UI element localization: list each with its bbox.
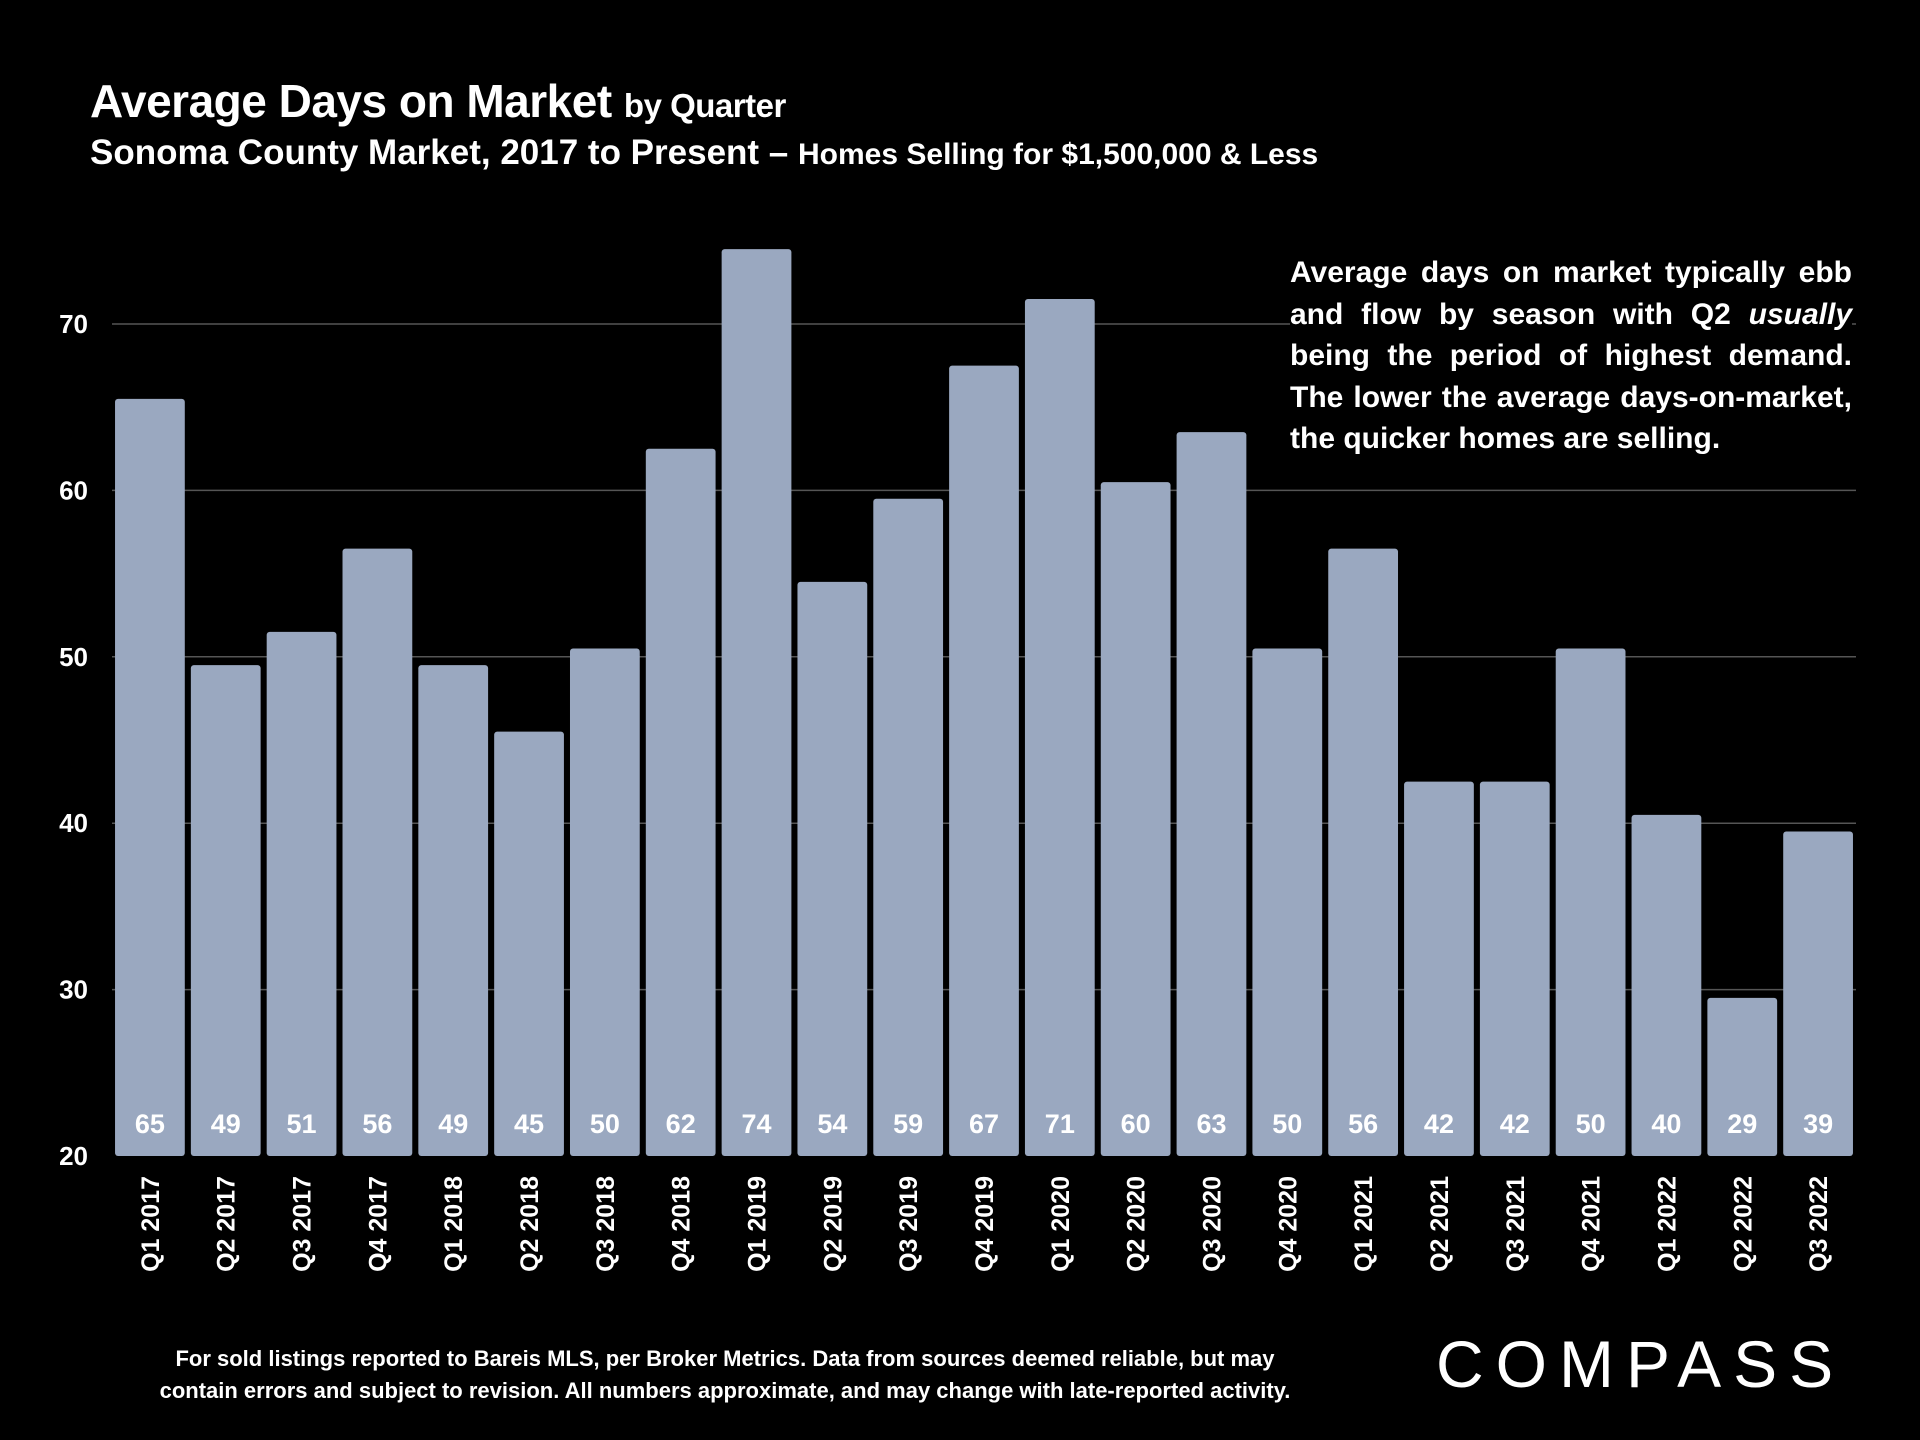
bar-q3-2017 [266,631,337,1156]
y-tick-label-70: 70 [59,309,88,339]
x-tick-label: Q4 2020 [1274,1176,1302,1272]
x-tick-label: Q2 2019 [819,1176,847,1272]
data-label: 45 [514,1109,544,1139]
x-tick-label: Q3 2017 [289,1176,317,1272]
bar-q4-2021 [1555,648,1626,1156]
x-tick-label: Q1 2020 [1047,1176,1075,1272]
chart-subtitle: Sonoma County Market, 2017 to Present – … [90,133,1318,173]
footnote-line-2: contain errors and subject to revision. … [159,1378,1291,1403]
bar-q3-2018 [569,648,640,1156]
x-tick-label: Q4 2017 [364,1176,392,1272]
annotation-text-after: being the period of highest demand. The … [1290,339,1852,455]
x-tick-label: Q2 2018 [516,1176,544,1272]
data-label: 65 [135,1109,165,1139]
data-label: 29 [1727,1109,1757,1139]
data-label: 50 [590,1109,620,1139]
bar-q3-2021 [1479,781,1550,1156]
y-tick-label-40: 40 [59,808,88,838]
footnote-line-1: For sold listings reported to Bareis MLS… [175,1346,1275,1371]
bar-q2-2018 [494,731,564,1156]
bar-q4-2017 [342,548,413,1156]
chart-subtitle-suffix: Homes Selling for $1,500,000 & Less [798,138,1319,171]
data-label: 74 [741,1109,771,1139]
annotation-text-italic: usually [1748,297,1852,331]
bar-q1-2017 [115,398,185,1156]
data-label: 54 [817,1109,847,1139]
data-label: 62 [666,1109,696,1139]
data-label: 56 [362,1109,392,1139]
chart-subtitle-dash: – [759,133,798,172]
bar-q4-2020 [1252,648,1323,1156]
x-tick-label: Q3 2020 [1198,1176,1226,1272]
chart-title-main: Average Days on Market [90,75,612,127]
chart-annotation: Average days on market typically ebb and… [1290,252,1852,464]
data-label: 59 [893,1109,923,1139]
data-label: 60 [1121,1109,1151,1139]
data-label: 40 [1651,1109,1681,1139]
bar-q4-2019 [949,365,1019,1157]
annotation-text-before: Average days on market typically ebb and… [1290,256,1852,331]
y-tick-label-20: 20 [59,1141,88,1171]
bar-q2-2019 [797,581,868,1156]
bar-q1-2021 [1328,548,1399,1156]
x-tick-label: Q3 2021 [1502,1176,1530,1272]
bar-q2-2020 [1100,482,1171,1157]
data-label: 50 [1576,1109,1606,1139]
x-tick-label: Q2 2021 [1426,1176,1454,1272]
bar-q4-2018 [645,448,716,1156]
bar-q2-2022 [1707,997,1778,1156]
chart-title-suffix: by Quarter [623,87,786,124]
x-tick-label: Q1 2022 [1653,1176,1681,1272]
x-tick-label: Q4 2021 [1578,1176,1606,1272]
data-label: 49 [211,1109,241,1139]
data-label: 49 [438,1109,468,1139]
x-tick-label: Q2 2022 [1729,1176,1757,1272]
y-tick-label-60: 60 [59,475,88,505]
data-label: 63 [1196,1109,1226,1139]
bar-q3-2022 [1783,831,1853,1156]
bar-q1-2020 [1024,299,1095,1156]
data-label: 51 [287,1109,317,1139]
data-label: 39 [1803,1109,1833,1139]
x-tick-label: Q3 2018 [592,1176,620,1272]
compass-logo: COMPASS [1436,1327,1846,1401]
chart-subtitle-main: Sonoma County Market, 2017 to Present [90,133,760,172]
bar-q2-2021 [1404,781,1474,1156]
data-label: 56 [1348,1109,1378,1139]
x-tick-label: Q1 2018 [440,1176,468,1272]
x-tick-label: Q3 2022 [1805,1176,1833,1272]
x-tick-label: Q4 2019 [971,1176,999,1272]
bar-q1-2018 [418,665,489,1156]
bar-q2-2017 [190,665,261,1156]
data-label: 42 [1424,1109,1454,1139]
y-tick-label-30: 30 [59,975,88,1005]
data-label: 42 [1500,1109,1530,1139]
bar-q1-2019 [721,249,792,1156]
bar-q3-2019 [873,498,944,1157]
data-label: 50 [1272,1109,1302,1139]
y-tick-label-50: 50 [59,642,88,672]
x-tick-label: Q3 2019 [895,1176,923,1272]
x-tick-label: Q4 2018 [668,1176,696,1272]
x-tick-label: Q2 2020 [1123,1176,1151,1272]
bar-q3-2020 [1176,432,1247,1156]
chart-title: Average Days on Market by Quarter [90,74,786,128]
x-tick-label: Q1 2019 [744,1176,772,1272]
x-tick-label: Q2 2017 [213,1176,241,1272]
data-label: 67 [969,1109,999,1139]
x-tick-label: Q1 2017 [137,1176,165,1272]
x-tick-label: Q1 2021 [1350,1176,1378,1272]
data-label: 71 [1045,1109,1075,1139]
bar-q1-2022 [1631,814,1702,1156]
footnote: For sold listings reported to Bareis MLS… [110,1343,1340,1407]
